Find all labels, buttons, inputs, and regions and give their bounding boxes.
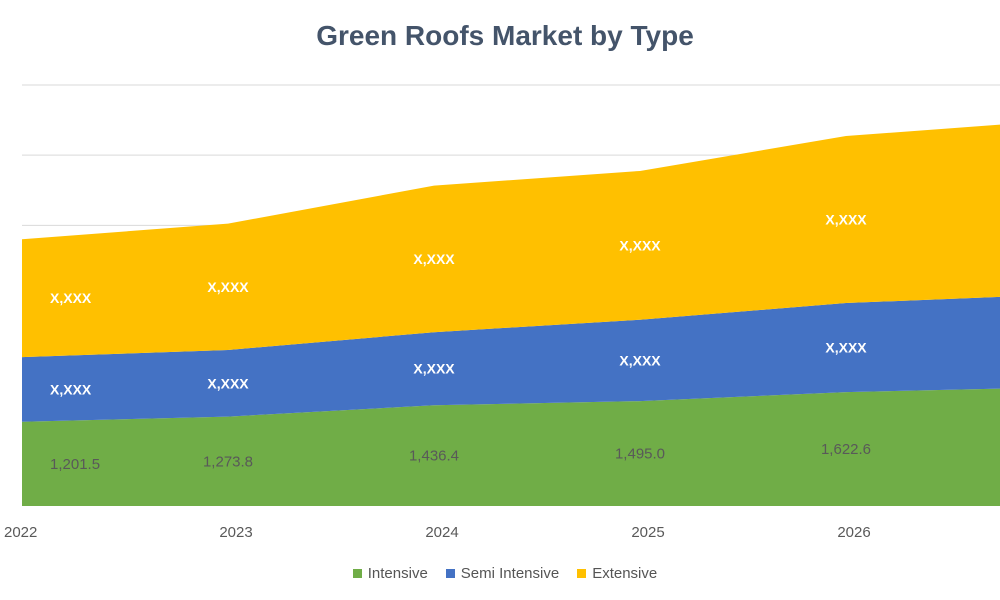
data-label-intensive: 1,436.4	[409, 448, 459, 465]
data-label-semi-intensive: X,XXX	[619, 352, 661, 368]
data-label-extensive: X,XXX	[413, 251, 455, 267]
data-label-extensive: X,XXX	[50, 290, 92, 306]
data-label-semi-intensive: X,XXX	[413, 361, 455, 377]
data-label-extensive: X,XXX	[207, 279, 249, 295]
data-label-intensive: 1,201.5	[50, 456, 100, 473]
x-tick-label: 2025	[631, 524, 664, 541]
legend: Intensive Semi Intensive Extensive	[0, 565, 1000, 582]
legend-label-semi-intensive: Semi Intensive	[460, 565, 560, 582]
data-label-semi-intensive: X,XXX	[207, 375, 249, 391]
data-label-layer: 1,201.5 1,273.8 1,436.4 1,495.0 1,622.6 X,XXX…	[50, 212, 871, 473]
legend-swatch-semi-intensive	[445, 569, 455, 578]
area-layer	[22, 124, 1000, 506]
data-label-semi-intensive: X,XXX	[50, 381, 92, 397]
chart-title: Green Roofs Market by Type	[316, 20, 694, 51]
data-label-intensive: 1,273.8	[203, 453, 253, 470]
area-semi-intensive	[22, 296, 1000, 422]
data-label-intensive: 1,622.6	[821, 441, 871, 458]
x-tick-label: 2024	[425, 524, 458, 541]
legend-item-intensive: Intensive	[352, 565, 428, 582]
x-tick-label: 2023	[219, 524, 252, 541]
legend-item-extensive: Extensive	[577, 565, 657, 582]
data-label-extensive: X,XXX	[825, 212, 867, 228]
legend-label-extensive: Extensive	[592, 565, 658, 582]
legend-swatch-intensive	[352, 569, 362, 578]
legend-label-intensive: Intensive	[367, 565, 428, 582]
area-intensive	[22, 388, 1000, 506]
data-label-intensive: 1,495.0	[615, 446, 665, 463]
legend-swatch-extensive	[577, 569, 587, 578]
x-tick-label: 2026	[837, 524, 870, 541]
x-axis: 2022 2023 2024 2025 2026	[4, 524, 871, 541]
x-tick-label: 2022	[4, 524, 37, 541]
legend-item-semi-intensive: Semi Intensive	[445, 565, 560, 582]
data-label-extensive: X,XXX	[619, 237, 661, 253]
data-label-semi-intensive: X,XXX	[825, 340, 867, 356]
area-extensive	[22, 124, 1000, 358]
